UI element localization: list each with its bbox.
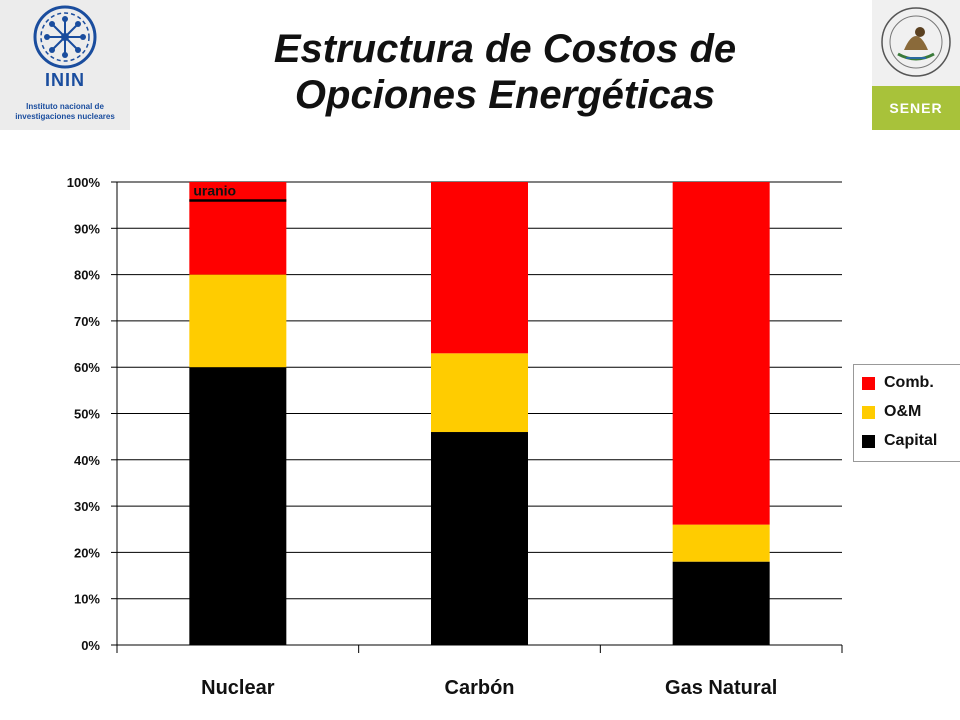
bar-capital bbox=[431, 432, 528, 645]
legend-label-om: O&M bbox=[884, 403, 922, 420]
y-tick-label: 70% bbox=[74, 314, 100, 329]
x-category-label: Carbón bbox=[445, 677, 515, 699]
y-tick-label: 90% bbox=[74, 221, 100, 236]
bar-comb bbox=[431, 182, 528, 354]
legend-item-om: O&M bbox=[862, 402, 921, 422]
x-category-label: Gas Natural bbox=[665, 677, 777, 699]
y-tick-label: 10% bbox=[74, 592, 100, 607]
bar-comb bbox=[189, 182, 287, 275]
legend-label-comb: Comb. bbox=[884, 374, 934, 391]
y-tick-label: 80% bbox=[74, 268, 100, 283]
sener-logo: SENER bbox=[872, 0, 960, 130]
inin-caption-line1: Instituto nacional de bbox=[26, 102, 104, 111]
page-title: Estructura de Costos de Opciones Energét… bbox=[150, 26, 860, 118]
y-tick-label: 0% bbox=[81, 638, 100, 653]
y-tick-label: 60% bbox=[74, 360, 100, 375]
sener-band: SENER bbox=[872, 86, 960, 130]
legend-swatch-capital bbox=[862, 434, 875, 448]
sener-text: SENER bbox=[889, 100, 943, 116]
y-tick-label: 20% bbox=[74, 545, 100, 560]
y-tick-label: 50% bbox=[74, 407, 100, 422]
bar-capital bbox=[189, 367, 287, 645]
inin-caption: Instituto nacional de investigaciones nu… bbox=[0, 102, 130, 122]
bar-om bbox=[189, 274, 287, 368]
y-tick-label: 30% bbox=[74, 499, 100, 514]
uranio-annotation: uranio bbox=[193, 183, 236, 199]
bar-om bbox=[431, 353, 528, 433]
legend-swatch-om bbox=[862, 405, 875, 419]
y-tick-label: 40% bbox=[74, 453, 100, 468]
legend-item-capital: Capital bbox=[862, 431, 937, 451]
inin-caption-line2: investigaciones nucleares bbox=[15, 112, 115, 121]
legend-item-comb: Comb. bbox=[862, 373, 934, 393]
atom-emblem-icon bbox=[33, 5, 97, 69]
mexican-coat-of-arms-icon bbox=[881, 7, 951, 77]
bar-om bbox=[672, 524, 770, 562]
bar-comb bbox=[672, 182, 770, 525]
legend-label-capital: Capital bbox=[884, 432, 938, 449]
title-line1: Estructura de Costos de bbox=[273, 27, 737, 71]
inin-logo: ININ Instituto nacional de investigacion… bbox=[0, 0, 130, 130]
y-tick-label: 100% bbox=[67, 175, 101, 190]
x-category-label: Nuclear bbox=[201, 677, 275, 699]
legend-swatch-comb bbox=[862, 376, 875, 390]
bar-capital bbox=[672, 561, 770, 645]
inin-acronym: ININ bbox=[45, 70, 85, 90]
chart-legend: Comb. O&M Capital bbox=[853, 364, 960, 462]
title-line2: Opciones Energéticas bbox=[294, 73, 716, 117]
